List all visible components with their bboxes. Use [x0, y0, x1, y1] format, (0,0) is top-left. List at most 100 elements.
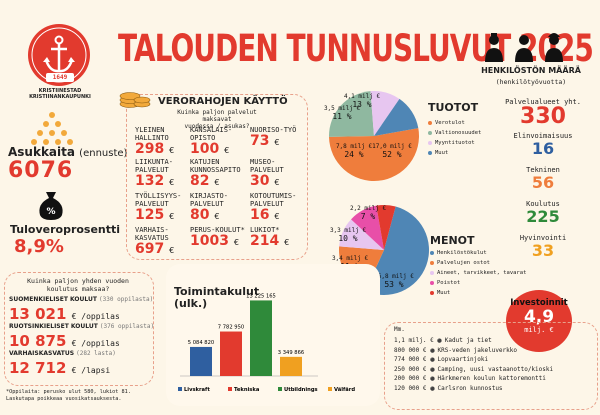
pie-slice-2 — [339, 219, 384, 250]
education-row-value: 13 021 € /oppilas — [9, 305, 120, 323]
pie-label-value: 3,3 milj € — [330, 227, 367, 234]
staff-item-value: 225 — [526, 207, 560, 226]
staff-item: Elinvoimaisuus 16 — [498, 132, 588, 158]
tax-usage-item: KOTOUTUMIS-PALVELUT 16 € — [250, 192, 308, 224]
legend-swatch — [430, 251, 434, 255]
legend-label: Valtionosuudet — [435, 130, 482, 136]
legend-swatch — [428, 121, 432, 125]
investment-item: 800 000 € ⚫ KRS-veden jakeluverkko — [394, 346, 517, 354]
residents-value: 6076 — [8, 158, 74, 183]
investment-name: Lopvaartinjoki — [437, 356, 489, 363]
education-panel — [4, 272, 154, 386]
anchor-crest-icon — [31, 27, 87, 83]
pie-label-value: 4,1 milj € — [344, 93, 381, 100]
legend-swatch — [428, 131, 432, 135]
tax-usage-item-value: 16 € — [250, 207, 280, 223]
bar-value-label: 7 782 950 — [218, 325, 244, 331]
logo-year: 1649 — [46, 73, 74, 82]
coins-icon — [119, 92, 151, 108]
tax-usage-panel — [126, 94, 308, 260]
legend-item: Myyntituotot — [428, 138, 481, 148]
education-row-label: RUOTSINKIELISET KOULUT (376 oppilasta) — [9, 323, 155, 330]
legend-swatch — [428, 141, 432, 145]
investments-list: 1,1 milj. € ⚫ Kadut ja tiet 800 000 € ⚫ K… — [394, 336, 553, 393]
tax-usage-item-value: 80 € — [190, 207, 220, 223]
tax-usage-title: VERORAHOJEN KÄYTTÖ — [158, 96, 288, 107]
tax-usage-item-name: VARHAIS-KASVATUS — [135, 226, 169, 242]
bar-value-label: 5 084 820 — [188, 340, 214, 346]
tax-usage-item: LIIKUNTA-PALVELUT 132 € — [135, 158, 193, 190]
pie-label-value: 16,8 milj € — [374, 273, 414, 280]
investment-amount: 800 000 € — [394, 346, 431, 354]
investment-amount: 250 000 € — [394, 365, 431, 373]
bar-legend-swatch — [328, 387, 332, 391]
legend-item: Henkilöstökulut — [430, 248, 526, 258]
bar-legend-swatch — [228, 387, 232, 391]
legend-label: Palvelujen ostot — [437, 260, 490, 266]
svg-text:%: % — [46, 207, 55, 217]
legend-label: Myyntituotot — [435, 140, 475, 146]
legend-label: Aineet, tarvikkeet, tavarat — [437, 270, 527, 276]
income-title: TUOTOT — [428, 101, 479, 114]
tax-usage-item-name: KATUJEN KUNNOSSAPITO — [190, 158, 241, 174]
investment-item: 774 000 € ⚫ Lopvaartinjoki — [394, 356, 489, 363]
education-row-label: VARHAISKASVATUS (282 lasta) — [9, 350, 116, 357]
staff-item: Palvelualueet yht. 330 — [498, 98, 588, 128]
staff-item-name: Elinvoimaisuus — [513, 132, 573, 140]
bar-legend-swatch — [278, 387, 282, 391]
staff-item: Koulutus 225 — [498, 200, 588, 226]
bar-value-label: 3 349 866 — [278, 350, 304, 356]
pie-slice-3 — [374, 98, 419, 136]
investment-name: Härkmeren koulun kattoremontti — [437, 375, 546, 382]
pie-label-value: 2,2 milj € — [350, 205, 387, 212]
money-bag-icon: % — [39, 192, 63, 220]
investment-amount: 120 000 € — [394, 384, 431, 392]
education-title: Kuinka paljon yhden vuoden koulutus maks… — [27, 277, 129, 293]
residents-label: Asukkaita (ennuste) — [8, 145, 128, 159]
pie-label-value: 3,4 milj € — [332, 255, 369, 262]
tax-usage-item: PERUS-KOULUT* 1003 € — [190, 226, 248, 250]
staff-people-icon — [485, 33, 563, 62]
investments-badge: Investoinnit 4,9 milj. € — [506, 290, 572, 352]
pie-slice-0 — [329, 128, 419, 182]
tax-usage-item-name: LIIKUNTA-PALVELUT — [135, 158, 173, 174]
tax-usage-item-name: KIRJASTO-PALVELUT — [190, 192, 228, 208]
bar-3 — [280, 356, 302, 376]
tax-usage-item-name: KOTOUTUMIS-PALVELUT — [250, 192, 297, 208]
tax-usage-item-value: 697 € — [135, 241, 175, 257]
opex-title: Toimintakulut (ulk.) — [174, 285, 260, 310]
investment-item: 200 000 € ⚫ Härkmeren koulun kattoremont… — [394, 375, 546, 382]
tax-usage-item: YLEINEN HALLINTO 298 € — [135, 126, 193, 158]
opex-bar-chart: 5 084 820 Livskraft 7 782 950 Tekniska 13 22… — [178, 293, 355, 393]
tax-usage-item-name: LUKIOT* — [250, 226, 280, 234]
tax-usage-item-value: 298 € — [135, 141, 175, 157]
investment-name: Carlsron kunnostus — [437, 384, 503, 392]
legend-swatch — [430, 271, 434, 275]
pie-label-percent: 7 % — [361, 212, 376, 221]
legend-label: Muut — [435, 150, 449, 156]
investment-name: Kadut ja tiet — [444, 337, 492, 344]
pie-label-percent: 24 % — [344, 150, 363, 159]
investments-header: Mm. — [394, 326, 405, 333]
tax-label: Tuloveroprosentti — [10, 223, 121, 236]
investment-name: KRS-veden jakeluverkko — [437, 346, 517, 354]
legend-label: Muut — [437, 290, 451, 296]
staff-item-name: Palvelualueet yht. — [505, 98, 581, 106]
tax-usage-item-name: PERUS-KOULUT* — [190, 226, 245, 234]
opex-panel — [166, 264, 380, 406]
legend-label: Verotulot — [435, 120, 465, 126]
tax-usage-item: MUSEO-PALVELUT 30 € — [250, 158, 308, 190]
investment-amount: 1,1 milj. € — [394, 337, 438, 344]
bar-legend-label: Utbildnings — [284, 387, 318, 393]
tax-usage-item-value: 30 € — [250, 173, 280, 189]
pie-slice-1 — [329, 91, 374, 137]
tax-usage-item-value: 125 € — [135, 207, 175, 223]
tax-usage-item-name: TYÖLLISYYS-PALVELUT — [135, 192, 182, 208]
tax-usage-item-value: 1003 € — [190, 233, 239, 249]
pie-label-percent: 10 % — [338, 234, 357, 243]
pie-label-value: 7,8 milj € — [336, 143, 373, 150]
legend-label: Henkilöstökulut — [437, 250, 487, 256]
legend-item: Muut — [428, 148, 481, 158]
staff-item: Hyvinvointi 33 — [498, 234, 588, 260]
staff-item-value: 33 — [531, 241, 555, 260]
